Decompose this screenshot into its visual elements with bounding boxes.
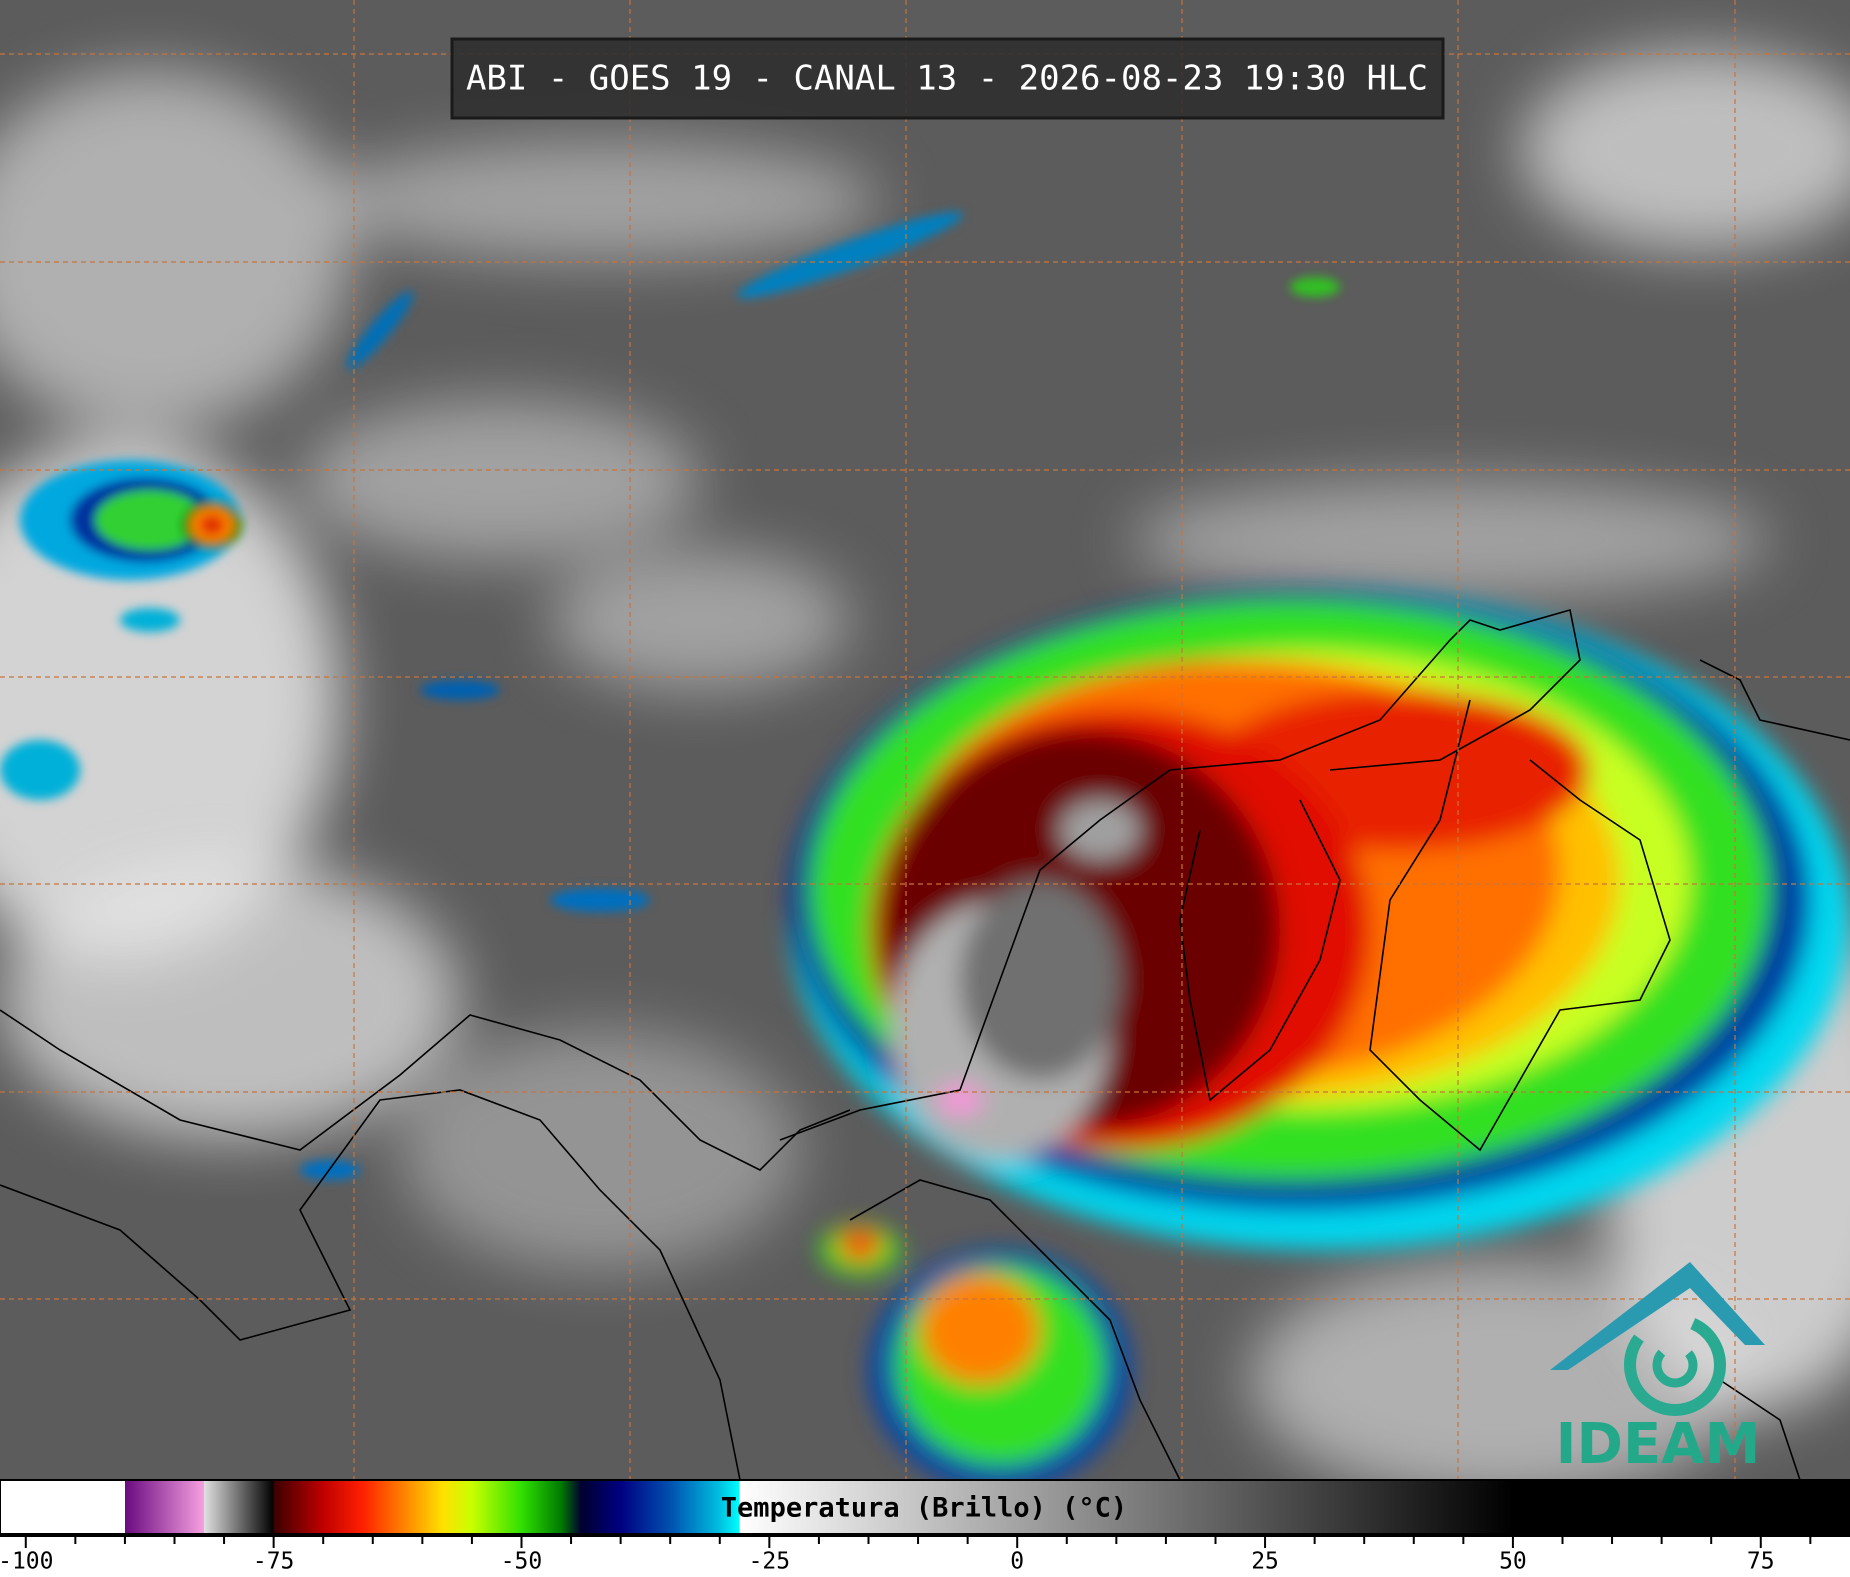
- logo-swirl-inner: [1652, 1342, 1698, 1388]
- colorbar: Temperatura (Brillo) (°C) -100 -75 -50 -25 0 2…: [0, 1479, 1850, 1577]
- west-cell: [20, 460, 242, 580]
- title: ABI - GOES 19 - CANAL 13 - 2026-08-23 19…: [466, 59, 1428, 99]
- lat-lon-grid: [0, 0, 1850, 1480]
- tick-label: 25: [1251, 1549, 1279, 1575]
- tick-label: -100: [0, 1549, 53, 1575]
- colorbar-ramp: [0, 1479, 1850, 1535]
- tick-label: 75: [1747, 1549, 1775, 1575]
- tick-label: -25: [749, 1549, 791, 1575]
- tick-label: -75: [253, 1549, 295, 1575]
- storm: [790, 590, 1850, 1250]
- imagery: [0, 0, 1850, 1500]
- colorbar-label: Temperatura (Brillo) (°C): [721, 1493, 1127, 1524]
- logo-swirl: [1624, 1314, 1726, 1416]
- tick-label: -50: [501, 1549, 543, 1575]
- title-background: [450, 37, 1445, 120]
- logo: IDEAM: [1550, 1262, 1765, 1477]
- logo-text: IDEAM: [1556, 1412, 1761, 1477]
- tick-label: 0: [1010, 1549, 1024, 1575]
- title-box: ABI - GOES 19 - CANAL 13 - 2026-08-23 19…: [450, 37, 1445, 120]
- logo-roof: [1550, 1262, 1765, 1370]
- south-cell: [820, 1225, 1130, 1490]
- tick-label: 50: [1499, 1549, 1527, 1575]
- coastline: [0, 608, 1850, 1481]
